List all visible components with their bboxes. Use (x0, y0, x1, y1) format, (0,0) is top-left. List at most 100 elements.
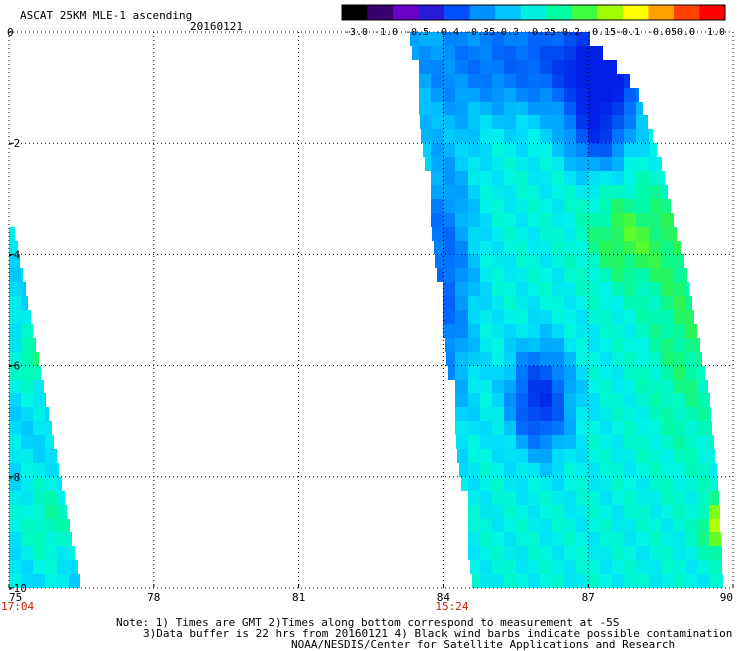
heatmap-cell (564, 505, 576, 519)
heatmap-cell (600, 366, 612, 380)
heatmap-cell (516, 421, 528, 435)
heatmap-cell (9, 574, 21, 588)
heatmap-cell (455, 380, 468, 393)
heatmap-cell (636, 143, 649, 157)
heatmap-cell (9, 241, 18, 254)
heatmap-cell (455, 171, 468, 185)
heatmap-cell (624, 324, 636, 338)
heatmap-cell (468, 477, 480, 491)
heatmap-cell (649, 407, 661, 421)
heatmap-cell (516, 74, 528, 88)
heatmap-cell (600, 74, 612, 88)
heatmap-cell (516, 352, 528, 366)
heatmap-cell (540, 213, 552, 227)
heatmap-cell (421, 129, 431, 143)
heatmap-cell (709, 463, 717, 477)
heatmap-cell (552, 352, 564, 366)
heatmap-cell (661, 463, 673, 477)
heatmap-cell (649, 366, 661, 380)
heatmap-cell (504, 449, 516, 463)
heatmap-cell (528, 505, 540, 519)
heatmap-cell (673, 546, 685, 560)
heatmap-cell (504, 366, 516, 380)
heatmap-cell (492, 199, 504, 213)
heatmap-cell (600, 519, 612, 532)
heatmap-cell (649, 254, 661, 268)
heatmap-cell (636, 241, 649, 254)
heatmap-cell (516, 129, 528, 143)
heatmap-cell (9, 546, 21, 560)
heatmap-cell (432, 227, 443, 241)
heatmap-cell (624, 574, 636, 588)
heatmap-cell (636, 102, 643, 115)
heatmap-cell (33, 532, 45, 546)
heatmap-cell (661, 157, 662, 171)
heatmap-cell (600, 282, 612, 296)
y-tick-label: -6 (7, 360, 20, 373)
heatmap-cell (540, 574, 552, 588)
heatmap-cell (624, 199, 636, 213)
heatmap-cell (552, 171, 564, 185)
heatmap-cell (434, 241, 443, 254)
heatmap-cell (673, 282, 685, 296)
heatmap-cell (21, 519, 33, 532)
heatmap-cell (697, 435, 709, 449)
heatmap-cell (685, 532, 697, 546)
heatmap-cell (528, 449, 540, 463)
heatmap-cell (480, 227, 492, 241)
heatmap-cell (492, 477, 504, 491)
heatmap-cell (21, 574, 33, 588)
heatmap-cell (624, 129, 636, 143)
heatmap-cell (516, 213, 528, 227)
heatmap-cell (33, 449, 45, 463)
heatmap-cell (624, 241, 636, 254)
heatmap-cell (504, 435, 516, 449)
heatmap-cell (624, 185, 636, 199)
heatmap-cell (492, 296, 504, 310)
heatmap-cell (504, 282, 516, 296)
heatmap-cell (564, 254, 576, 268)
heatmap-cell (661, 268, 673, 282)
heatmap-cell (697, 491, 709, 505)
heatmap-cell (468, 143, 480, 157)
heatmap-cell (516, 546, 528, 560)
heatmap-cell (685, 296, 692, 310)
heatmap-cell (528, 380, 540, 393)
heatmap-cell (685, 491, 697, 505)
heatmap-cell (649, 574, 661, 588)
heatmap-cell (480, 519, 492, 532)
heatmap-cell (612, 546, 624, 560)
heatmap-cell (480, 241, 492, 254)
pass-time-label: 17:04 (1, 600, 34, 613)
heatmap-cell (480, 435, 492, 449)
heatmap-cell (516, 227, 528, 241)
heatmap-cell (709, 546, 721, 560)
footer-note-3: NOAA/NESDIS/Center for Satellite Applica… (291, 638, 676, 651)
heatmap-cell (33, 477, 45, 491)
heatmap-cell (649, 157, 661, 171)
heatmap-cell (673, 268, 685, 282)
heatmap-cell (661, 491, 673, 505)
heatmap-cell (661, 324, 673, 338)
heatmap-cell (45, 505, 57, 519)
heatmap-cell (588, 88, 600, 102)
heatmap-cell (540, 491, 552, 505)
heatmap-cell (588, 46, 600, 60)
heatmap-cell (504, 268, 516, 282)
heatmap-cell (480, 310, 492, 324)
heatmap-cell (576, 241, 588, 254)
heatmap-cell (480, 129, 492, 143)
heatmap-cell (600, 88, 612, 102)
heatmap-cell (9, 227, 15, 241)
heatmap-cell (600, 393, 612, 407)
heatmap-cell (552, 477, 564, 491)
heatmap-cell (685, 380, 697, 393)
heatmap-cell (576, 505, 588, 519)
heatmap-cell (649, 143, 657, 157)
heatmap-cell (552, 227, 564, 241)
heatmap-cell (410, 32, 419, 46)
heatmap-cell (468, 254, 480, 268)
heatmap-cell (636, 129, 649, 143)
heatmap-cell (636, 574, 649, 588)
heatmap-cell (709, 449, 715, 463)
